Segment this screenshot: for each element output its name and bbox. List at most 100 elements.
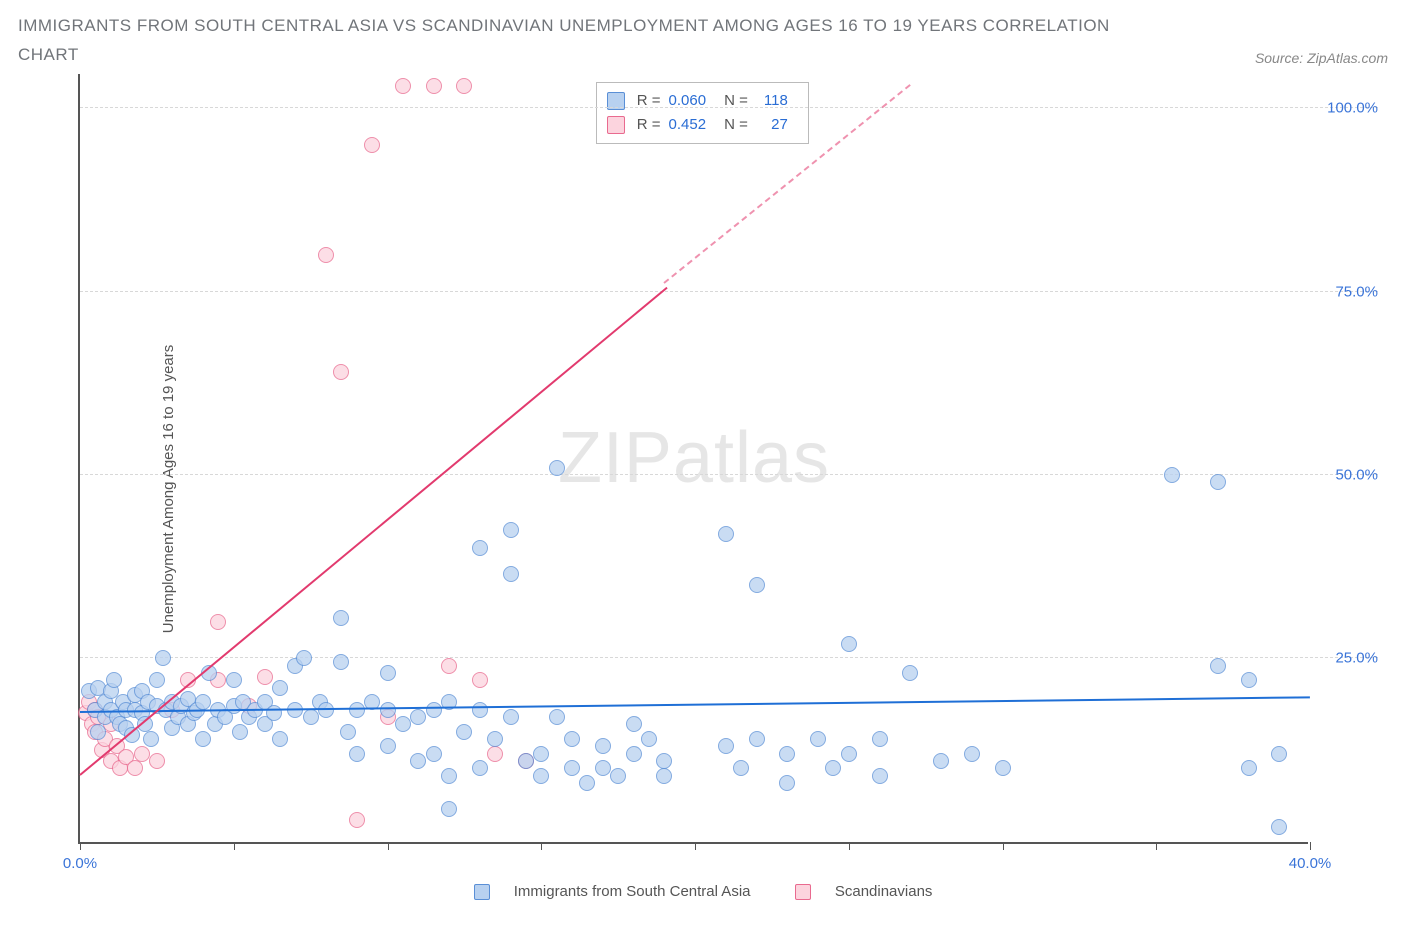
data-point (226, 672, 242, 688)
data-point (733, 760, 749, 776)
data-point (964, 746, 980, 762)
gridline (80, 474, 1378, 475)
data-point (127, 760, 143, 776)
x-tick (1156, 842, 1157, 850)
data-point (472, 702, 488, 718)
x-tick (1003, 842, 1004, 850)
chart-title: IMMIGRANTS FROM SOUTH CENTRAL ASIA VS SC… (18, 12, 1118, 70)
data-point (232, 724, 248, 740)
data-point (380, 738, 396, 754)
data-point (503, 566, 519, 582)
gridline (80, 657, 1378, 658)
data-point (143, 731, 159, 747)
data-point (487, 746, 503, 762)
y-tick-label: 50.0% (1335, 467, 1378, 484)
x-tick (695, 842, 696, 850)
stats-swatch (607, 116, 625, 134)
data-point (349, 812, 365, 828)
source-attribution: Source: ZipAtlas.com (1255, 50, 1388, 66)
data-point (841, 636, 857, 652)
data-point (441, 801, 457, 817)
y-tick-label: 100.0% (1327, 100, 1378, 117)
data-point (472, 540, 488, 556)
data-point (257, 669, 273, 685)
data-point (626, 746, 642, 762)
data-point (410, 753, 426, 769)
data-point (518, 753, 534, 769)
data-point (549, 460, 565, 476)
data-point (426, 746, 442, 762)
data-point (641, 731, 657, 747)
data-point (1241, 760, 1257, 776)
data-point (380, 665, 396, 681)
data-point (487, 731, 503, 747)
data-point (303, 709, 319, 725)
data-point (364, 137, 380, 153)
n-label: N = (724, 113, 748, 137)
n-value: 118 (756, 89, 788, 113)
gridline (80, 107, 1378, 108)
data-point (718, 526, 734, 542)
data-point (272, 680, 288, 696)
data-point (395, 716, 411, 732)
data-point (149, 753, 165, 769)
data-point (564, 731, 580, 747)
data-point (1210, 658, 1226, 674)
data-point (296, 650, 312, 666)
data-point (1271, 746, 1287, 762)
data-point (718, 738, 734, 754)
data-point (1241, 672, 1257, 688)
data-point (1164, 467, 1180, 483)
data-point (333, 654, 349, 670)
data-point (872, 731, 888, 747)
bottom-legend: Immigrants from South Central Asia Scand… (18, 883, 1388, 900)
data-point (841, 746, 857, 762)
data-point (503, 709, 519, 725)
x-tick (80, 842, 81, 850)
stats-row: R =0.060N =118 (607, 89, 798, 113)
data-point (995, 760, 1011, 776)
legend-swatch-series2 (795, 884, 811, 900)
stats-legend-box: R =0.060N =118R =0.452N =27 (596, 82, 809, 144)
data-point (595, 760, 611, 776)
data-point (595, 738, 611, 754)
data-point (626, 716, 642, 732)
data-point (902, 665, 918, 681)
data-point (90, 724, 106, 740)
data-point (272, 731, 288, 747)
r-value: 0.452 (669, 113, 707, 137)
data-point (106, 672, 122, 688)
data-point (825, 760, 841, 776)
data-point (533, 746, 549, 762)
legend-label-series2: Scandinavians (835, 883, 933, 900)
x-tick (388, 842, 389, 850)
data-point (426, 702, 442, 718)
data-point (579, 775, 595, 791)
data-point (656, 753, 672, 769)
data-point (472, 760, 488, 776)
x-tick-label: 40.0% (1289, 855, 1332, 872)
plot-area: ZIPatlas R =0.060N =118R =0.452N =27 25.… (78, 74, 1308, 844)
data-point (810, 731, 826, 747)
data-point (155, 650, 171, 666)
data-point (349, 746, 365, 762)
y-tick-label: 25.0% (1335, 650, 1378, 667)
data-point (380, 702, 396, 718)
chart-container: Unemployment Among Ages 16 to 19 years Z… (18, 74, 1388, 904)
y-tick-label: 75.0% (1335, 283, 1378, 300)
data-point (149, 672, 165, 688)
data-point (533, 768, 549, 784)
watermark: ZIPatlas (558, 417, 830, 499)
data-point (779, 746, 795, 762)
data-point (195, 731, 211, 747)
x-tick (849, 842, 850, 850)
r-label: R = (637, 89, 661, 113)
data-point (210, 614, 226, 630)
data-point (1210, 474, 1226, 490)
data-point (441, 768, 457, 784)
gridline (80, 291, 1378, 292)
data-point (426, 78, 442, 94)
data-point (441, 658, 457, 674)
data-point (340, 724, 356, 740)
data-point (656, 768, 672, 784)
